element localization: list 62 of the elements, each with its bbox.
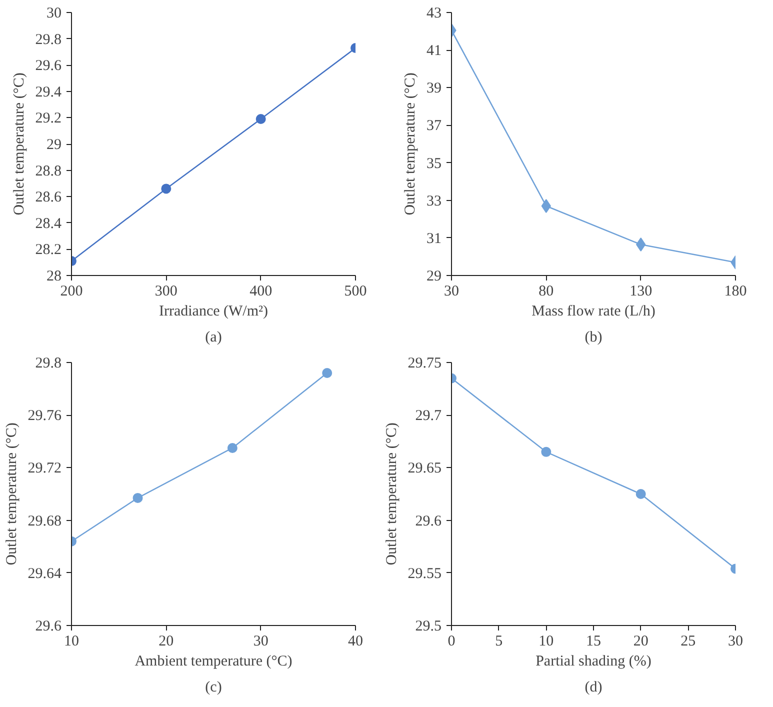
x-axis-title: Partial shading (%) xyxy=(536,654,652,670)
y-tick-label: 29 xyxy=(46,137,62,153)
text: (b) xyxy=(584,330,602,346)
y-tick-label: 29.8 xyxy=(35,356,62,372)
y-tick-label: 29.8 xyxy=(35,32,62,48)
text: (c) xyxy=(205,680,222,696)
y-tick-label: 29.76 xyxy=(28,408,62,424)
y-tick-label: 29.55 xyxy=(408,566,442,582)
x-tick-label: 80 xyxy=(538,284,554,300)
y-axis-title: Outlet temperature (°C) xyxy=(11,72,28,216)
x-tick-label: 25 xyxy=(680,634,696,650)
x-tick-label: 10 xyxy=(64,634,79,650)
x-tick-label: 30 xyxy=(728,634,743,650)
y-tick-label: 29.6 xyxy=(35,58,62,74)
x-tick-label: 15 xyxy=(586,634,601,650)
y-axis-title: Outlet temperature (°C) xyxy=(402,72,418,216)
y-tick-label: 30 xyxy=(46,6,62,22)
y-tick-label: 28.2 xyxy=(35,242,62,258)
x-axis-title: Ambient temperature (°C) xyxy=(134,654,292,670)
y-tick-label: 29.7 xyxy=(415,408,442,424)
text: (a) xyxy=(205,330,222,346)
y-tick-label: 29.6 xyxy=(35,618,62,634)
x-tick-label: 130 xyxy=(630,284,652,300)
x-tick-label: 180 xyxy=(724,284,747,300)
y-tick-label: 29.75 xyxy=(408,356,442,372)
y-tick-label: 33 xyxy=(426,193,442,210)
y-tick-label: 29.4 xyxy=(35,84,62,100)
x-tick-label: 300 xyxy=(154,284,178,300)
x-axis-title: Irradiance (W/m²) xyxy=(158,304,268,320)
x-axis-title: Mass flow rate (L/h) xyxy=(532,304,656,320)
y-tick-label: 29.64 xyxy=(28,566,62,582)
y-tick-label: 28.4 xyxy=(35,216,62,232)
y-tick-label: 43 xyxy=(426,6,442,22)
x-tick-label: 500 xyxy=(344,284,367,300)
x-tick-label: 10 xyxy=(538,634,554,650)
x-tick-label: 30 xyxy=(444,284,459,300)
y-tick-label: 29.2 xyxy=(35,110,62,127)
y-tick-label: 35 xyxy=(426,156,442,172)
y-tick-label: 28.6 xyxy=(35,190,62,206)
y-tick-label: 29.6 xyxy=(415,513,442,530)
y-tick-label: 37 xyxy=(426,118,442,134)
x-tick-label: 200 xyxy=(60,284,83,300)
y-tick-label: 31 xyxy=(426,230,442,247)
y-tick-label: 29 xyxy=(426,268,442,284)
y-tick-label: 29.72 xyxy=(28,460,62,477)
x-tick-label: 5 xyxy=(495,634,503,650)
y-axis-title: Outlet temperature (°C) xyxy=(4,422,20,566)
x-tick-label: 0 xyxy=(448,634,456,650)
y-tick-label: 29.65 xyxy=(408,460,442,477)
y-tick-label: 41 xyxy=(426,43,442,60)
x-tick-label: 30 xyxy=(253,634,268,650)
x-tick-label: 400 xyxy=(250,284,272,300)
y-tick-label: 29.68 xyxy=(28,513,62,530)
y-tick-label: 39 xyxy=(426,80,442,97)
text: (d) xyxy=(584,680,602,696)
y-tick-label: 28 xyxy=(46,268,62,284)
y-axis-title: Outlet temperature (°C) xyxy=(384,422,400,566)
x-tick-label: 20 xyxy=(633,634,648,650)
y-tick-label: 28.8 xyxy=(35,163,62,180)
x-tick-label: 40 xyxy=(348,634,363,650)
x-tick-label: 20 xyxy=(158,634,174,650)
y-tick-label: 29.5 xyxy=(415,618,442,634)
